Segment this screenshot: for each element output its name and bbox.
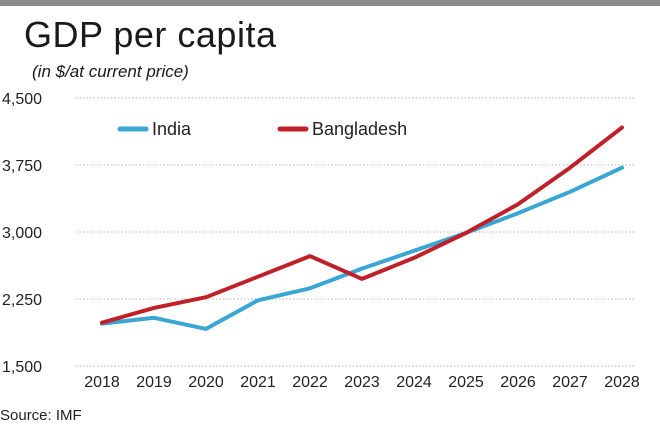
y-tick-label: 4,500 xyxy=(2,91,42,108)
series-line-bangladesh xyxy=(100,125,624,325)
chart-subtitle: (in $/at current price) xyxy=(32,62,189,81)
y-axis-ticks: 1,500 2,250 3,000 3,750 4,500 xyxy=(2,91,42,376)
y-tick-label: 2,250 xyxy=(2,292,42,309)
x-tick-label: 2023 xyxy=(344,374,380,391)
chart-title: GDP per capita xyxy=(24,14,277,55)
legend: India Bangladesh xyxy=(117,119,407,139)
x-tick-label: 2027 xyxy=(552,374,588,391)
x-tick-label: 2018 xyxy=(84,374,120,391)
x-tick-label: 2025 xyxy=(448,374,484,391)
x-tick-label: 2026 xyxy=(500,374,536,391)
y-tick-label: 3,000 xyxy=(2,225,42,242)
x-tick-label: 2024 xyxy=(396,374,432,391)
series-layer xyxy=(100,125,624,331)
y-tick-label: 1,500 xyxy=(2,359,42,376)
x-tick-label: 2022 xyxy=(292,374,328,391)
y-tick-label: 3,750 xyxy=(2,158,42,175)
x-tick-label: 2028 xyxy=(604,374,640,391)
x-tick-label: 2021 xyxy=(240,374,276,391)
top-accent-bar xyxy=(0,0,660,6)
source-note: Source: IMF xyxy=(0,407,82,424)
x-tick-label: 2020 xyxy=(188,374,224,391)
legend-label: Bangladesh xyxy=(312,119,407,139)
legend-label: India xyxy=(152,119,192,139)
series-line-india xyxy=(100,165,624,331)
x-tick-label: 2019 xyxy=(136,374,172,391)
x-axis-ticks: 2018 2019 2020 2021 2022 2023 2024 2025 2026 2027… xyxy=(84,374,640,391)
